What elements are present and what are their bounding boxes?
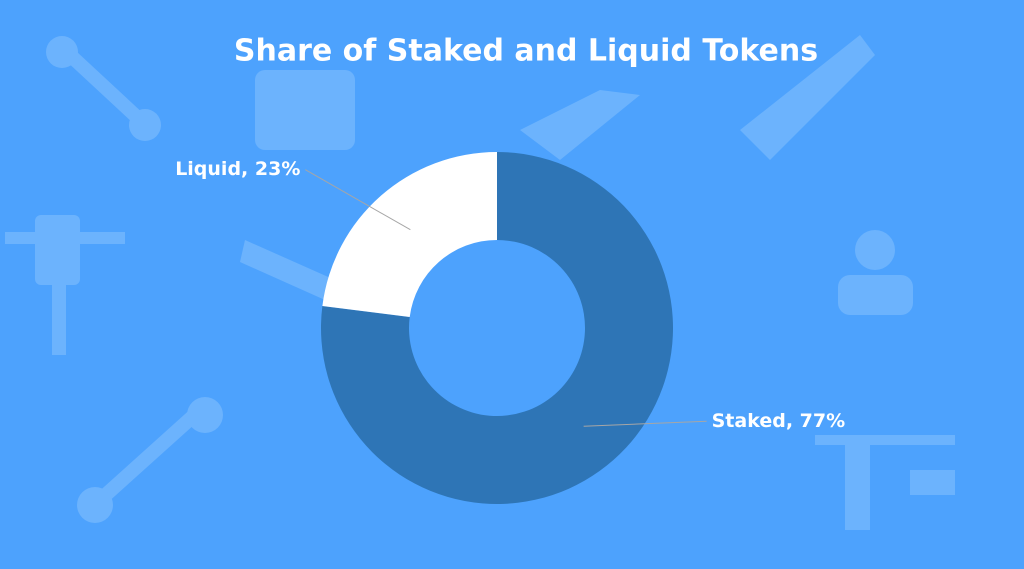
leader-line xyxy=(305,169,411,231)
background-icons xyxy=(5,35,955,530)
leader-line xyxy=(583,420,707,427)
donut-slice xyxy=(322,152,497,317)
donut-slice xyxy=(321,152,673,504)
data-label: Liquid, 23% xyxy=(175,158,300,180)
chart-title: Share of Staked and Liquid Tokens xyxy=(234,34,818,69)
data-label: Staked, 77% xyxy=(712,410,846,432)
